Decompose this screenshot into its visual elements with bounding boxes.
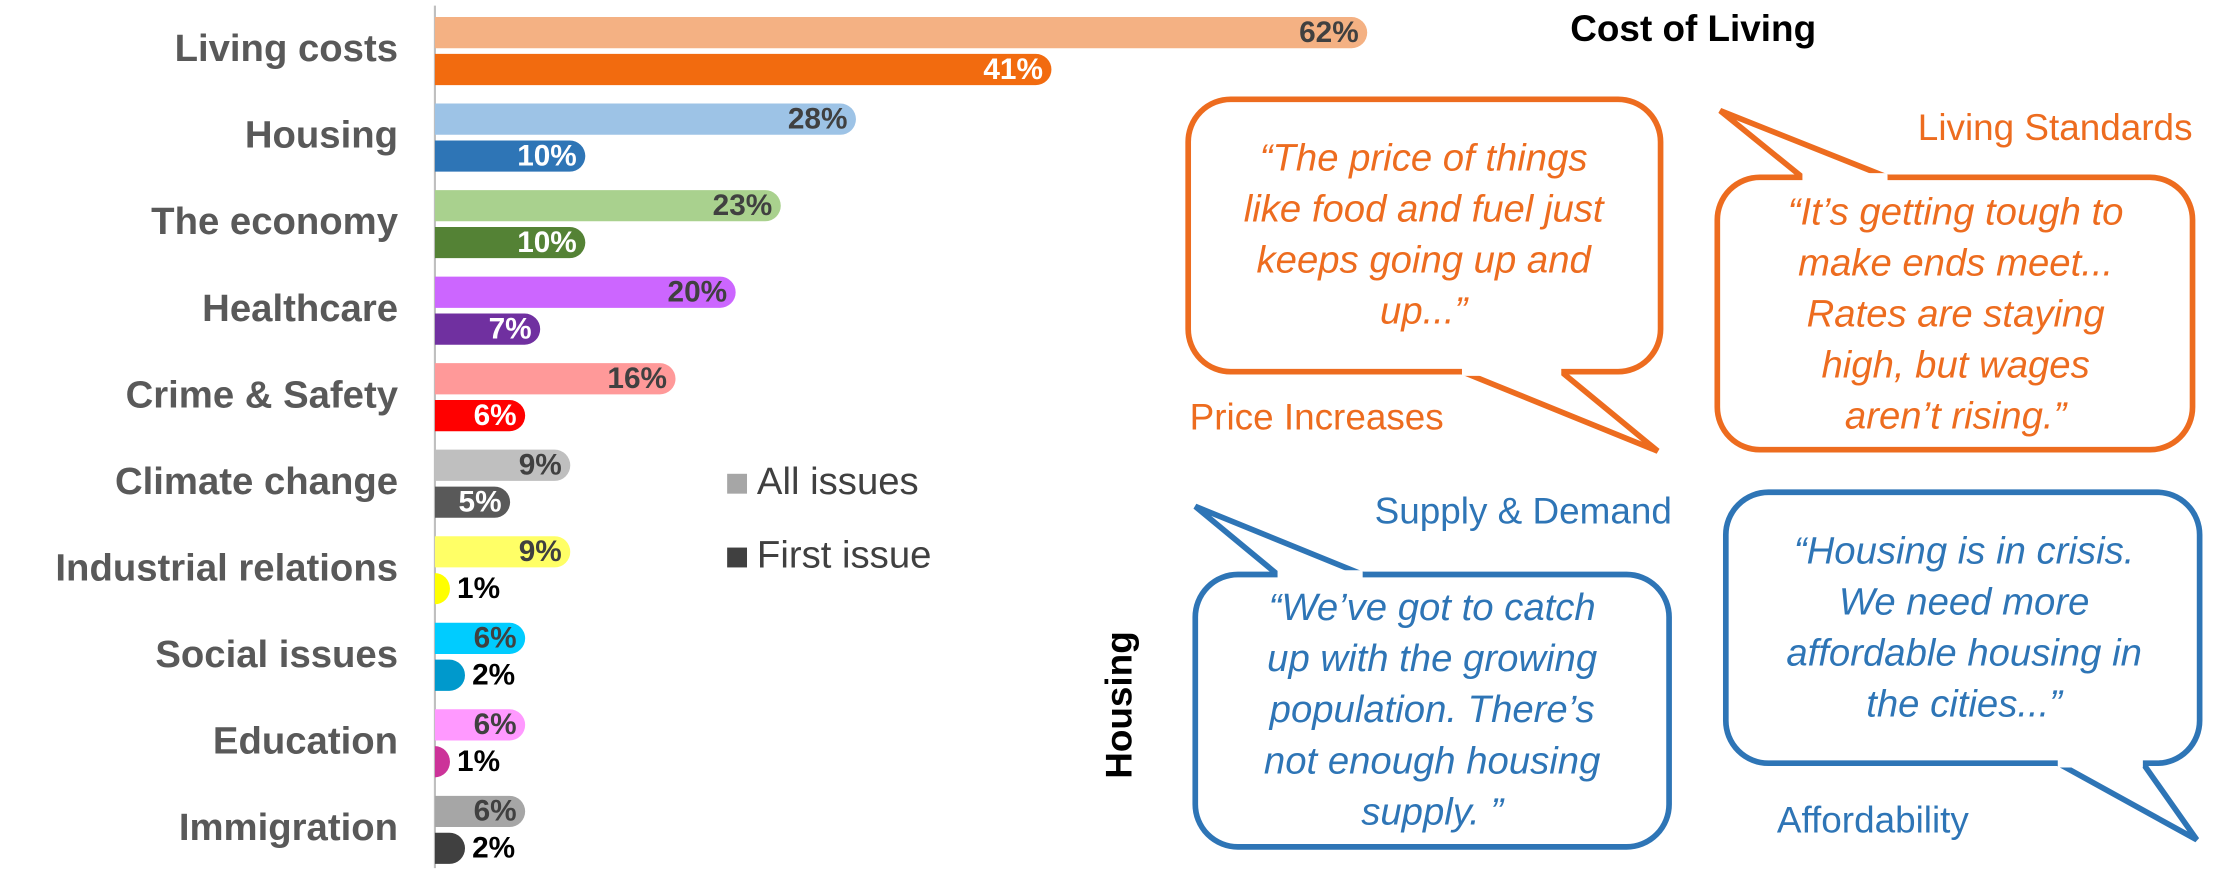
bar	[434, 486, 511, 518]
value-label: 10%	[517, 139, 577, 172]
quote-line: We need more	[1839, 580, 2089, 623]
bar	[434, 536, 571, 568]
callout-label: Supply & Demand	[1375, 490, 1672, 531]
bar	[434, 313, 541, 345]
category-label: Climate change	[115, 460, 398, 503]
speech-bubble	[1722, 489, 2203, 767]
legend-label: First issue	[757, 534, 932, 577]
value-label: 1%	[457, 745, 500, 778]
bar	[434, 103, 856, 135]
bar	[434, 709, 526, 741]
speech-bubble	[1714, 174, 2196, 453]
value-label: 6%	[474, 708, 517, 741]
value-label: 28%	[788, 102, 848, 135]
value-label: 7%	[489, 312, 532, 345]
quote-line: Rates are staying	[1807, 292, 2105, 335]
value-label: 1%	[457, 572, 500, 605]
value-label: 41%	[983, 53, 1043, 86]
value-label: 6%	[474, 795, 517, 828]
value-label: 6%	[474, 399, 517, 432]
callout-label: Price Increases	[1190, 397, 1444, 438]
quote-line: high, but wages	[1821, 344, 2089, 387]
quote-line: the cities...”	[1866, 683, 2064, 726]
category-label: Housing	[245, 114, 398, 157]
bar	[434, 795, 526, 828]
bar	[434, 17, 1368, 49]
bar	[434, 832, 465, 864]
value-label: 62%	[1299, 16, 1359, 49]
quote-line: “We’ve got to catch	[1269, 586, 1596, 629]
bar	[434, 659, 465, 691]
value-label: 2%	[472, 832, 515, 865]
legend-swatch	[727, 547, 748, 568]
quote-line: affordable housing in	[1786, 632, 2142, 675]
value-label: 10%	[517, 226, 577, 259]
section-title: Cost of Living	[1570, 8, 1816, 49]
quote-line: up...”	[1380, 290, 1470, 333]
value-label: 9%	[519, 449, 562, 482]
bubble-tail	[1718, 108, 1889, 180]
bar	[434, 276, 736, 308]
bar	[434, 622, 526, 654]
quote-line: population. There’s	[1269, 688, 1595, 731]
speech-bubble	[1192, 571, 1672, 850]
legend-swatch	[727, 473, 748, 494]
speech-bubble	[1185, 96, 1664, 375]
value-label: 16%	[607, 362, 667, 395]
bar	[434, 140, 586, 172]
quote-line: supply. ”	[1361, 790, 1505, 833]
bar	[434, 363, 676, 395]
bubble-tail	[2056, 760, 2200, 843]
bubble-tail	[1460, 369, 1660, 454]
quote-line: up with the growing	[1267, 637, 1597, 680]
bar	[434, 53, 1052, 86]
bar	[434, 190, 781, 222]
bar	[434, 226, 586, 259]
quote-line: not enough housing	[1264, 739, 1600, 782]
category-label: Living costs	[175, 27, 398, 70]
category-label: The economy	[151, 200, 399, 243]
bar	[434, 449, 571, 481]
quote-line: keeps going up and	[1257, 239, 1593, 282]
callout-label: Affordability	[1777, 800, 1970, 841]
quote-line: aren’t rising.”	[1845, 395, 2069, 438]
value-label: 6%	[474, 622, 517, 655]
section-title: Housing	[1098, 631, 1139, 778]
quote-line: “Housing is in crisis.	[1794, 529, 2135, 572]
value-label: 9%	[519, 535, 562, 568]
category-label: Crime & Safety	[126, 373, 399, 416]
category-label: Social issues	[155, 633, 398, 676]
value-label: 20%	[668, 276, 728, 309]
bubble-tail	[1193, 503, 1364, 578]
value-label: 2%	[472, 659, 515, 692]
category-label: Immigration	[179, 806, 398, 849]
category-label: Healthcare	[202, 287, 398, 330]
value-label: 23%	[713, 189, 773, 222]
category-label: Education	[213, 719, 398, 762]
callout-label: Living Standards	[1918, 107, 2193, 148]
category-label: Industrial relations	[55, 546, 398, 589]
quote-line: “The price of things	[1260, 136, 1588, 179]
quote-line: “It’s getting tough to	[1788, 190, 2124, 233]
bar	[434, 400, 526, 432]
quote-line: like food and fuel just	[1244, 187, 1605, 230]
bar	[434, 573, 450, 605]
legend-label: All issues	[757, 460, 919, 503]
quote-line: make ends meet...	[1798, 241, 2113, 284]
bar	[434, 746, 450, 778]
value-label: 5%	[459, 485, 502, 518]
